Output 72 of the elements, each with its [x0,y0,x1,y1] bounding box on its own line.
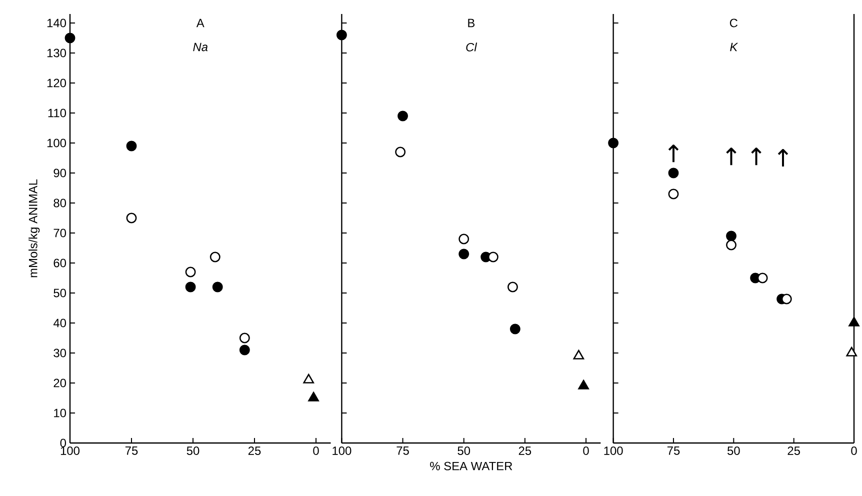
point [668,188,679,200]
point [668,168,679,178]
chart-title: B [468,18,475,28]
y-tick-label: 140 [47,18,66,28]
y-tick-label: 130 [47,48,66,58]
y-tick-label: 10 [54,408,66,418]
x-tick-label: 75 [125,446,138,455]
y-tick-label: 120 [47,78,66,88]
y-tick-label: 110 [48,108,66,118]
point [608,138,619,148]
text: Na [193,42,208,52]
y-tick-label: 60 [54,258,66,268]
point [510,324,520,334]
point [210,252,220,262]
y-tick-label: 0 [60,438,66,448]
point [126,212,137,224]
point [757,272,768,284]
y-tick-label: 20 [54,378,66,388]
point [185,282,196,292]
point [239,332,250,344]
point [126,140,137,152]
x-tick-label: 100 [60,446,80,455]
y-axis-title: mMols/kg ANIMAL [28,179,40,278]
point [458,234,470,244]
point [781,294,792,304]
x-tick-label: 25 [248,446,261,455]
x-tick-label: 0 [313,446,319,455]
x-tick-label: 0 [851,446,857,455]
x-tick-label: 25 [788,446,800,455]
point [846,346,858,356]
x-axis-title: % SEA WATER [430,462,512,470]
point [398,110,408,122]
x-tick-label: 50 [727,446,740,455]
point [848,316,860,326]
chart-title: A [196,18,204,28]
point [578,380,589,390]
point [573,350,584,360]
point [303,374,314,384]
x-tick-label: 25 [518,446,532,455]
point [212,282,223,292]
y-tick-label: 50 [54,288,66,298]
point [185,266,196,278]
annotation: ↑ [668,144,679,162]
annotation: ↑ [751,148,762,166]
x-tick-label: 75 [667,446,680,455]
point [458,248,470,260]
x-tick-label: 50 [458,446,470,455]
point [488,252,498,262]
point [308,392,319,402]
x-tick-label: 0 [583,446,589,455]
chart-title: C [730,18,738,28]
y-tick-label: 70 [54,228,66,238]
point [726,230,736,242]
y-tick-label: 100 [47,138,66,148]
y-tick-label: 80 [54,198,66,208]
point [726,240,736,250]
y-tick-label: 30 [54,348,66,358]
point [507,282,518,292]
text: K [730,42,738,52]
point [336,30,347,40]
x-tick-label: 100 [604,446,623,455]
point [239,344,250,356]
point [64,32,76,44]
annotation: ↑ [726,148,736,166]
text: Cl [466,42,478,52]
y-tick-label: 90 [54,168,66,178]
annotation: ↑ [778,148,788,166]
x-tick-label: 50 [186,446,200,455]
y-tick-label: 40 [53,318,66,328]
x-tick-label: 75 [396,446,409,455]
x-tick-label: 100 [332,446,352,455]
point [395,146,406,158]
